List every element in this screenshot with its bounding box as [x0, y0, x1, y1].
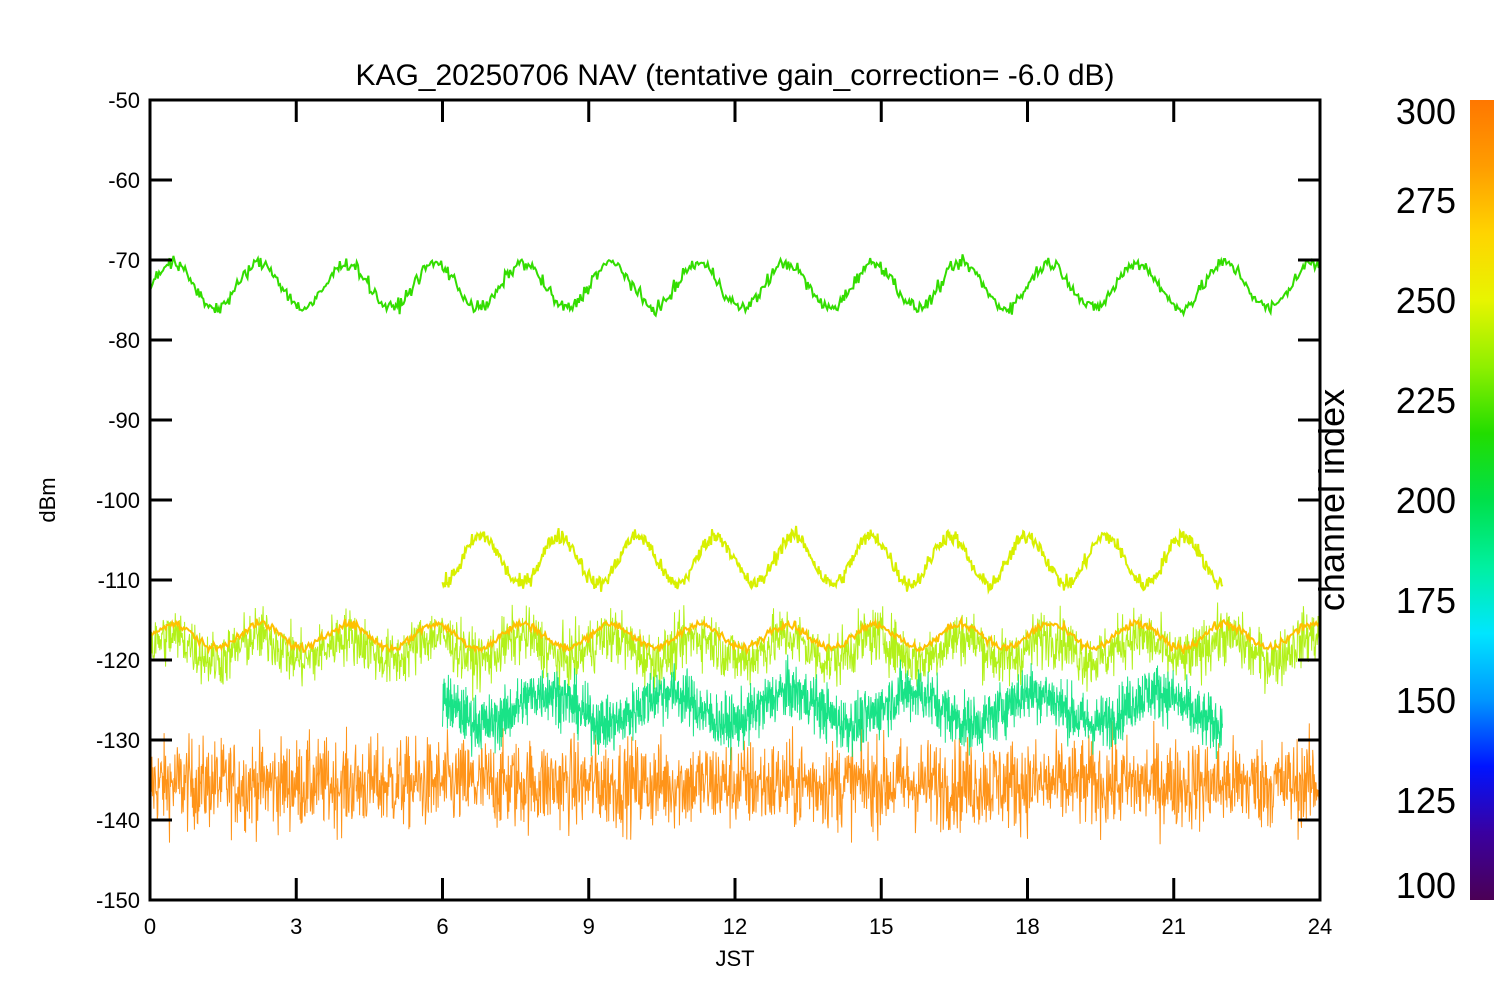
y-tick-label: -60	[108, 168, 140, 193]
y-tick-label: -110	[98, 568, 140, 593]
x-tick-label: 3	[290, 914, 302, 939]
y-tick-label: -90	[108, 408, 140, 433]
colorbar-tick-label: 300	[1396, 91, 1456, 132]
colorbar-tick-label: 125	[1396, 780, 1456, 821]
y-axis-label: dBm	[35, 477, 60, 522]
y-axis: -50 -60 -70 -80 -90 -100 -110 -120 -130 -140 -150	[96, 88, 1320, 913]
series-line	[150, 718, 1320, 845]
x-axis: 0 3 6 9 12 15 18 21 24	[144, 100, 1332, 939]
y-tick-label: -80	[108, 328, 140, 353]
x-tick-label: 21	[1162, 914, 1186, 939]
colorbar-tick-label: 100	[1396, 865, 1456, 906]
y-tick-label: -150	[96, 888, 140, 913]
series-line	[150, 615, 1320, 656]
colorbar-tick-label: 150	[1396, 680, 1456, 721]
colorbar-tick-label: 250	[1396, 280, 1456, 321]
y-tick-label: -140	[96, 808, 140, 833]
colorbar-label: channel index	[1311, 389, 1352, 611]
x-axis-label: JST	[715, 946, 754, 971]
x-tick-label: 12	[723, 914, 747, 939]
x-tick-label: 0	[144, 914, 156, 939]
colorbar	[1470, 100, 1494, 900]
x-tick-label: 24	[1308, 914, 1332, 939]
colorbar-tick-label: 275	[1396, 180, 1456, 221]
chart-title: KAG_20250706 NAV (tentative gain_correct…	[355, 59, 1114, 92]
colorbar-tick-label: 225	[1396, 380, 1456, 421]
x-tick-label: 6	[436, 914, 448, 939]
colorbar-tick-label: 200	[1396, 480, 1456, 521]
y-tick-label: -120	[96, 648, 140, 673]
x-tick-label: 15	[869, 914, 893, 939]
x-tick-label: 18	[1015, 914, 1039, 939]
series-line	[150, 602, 1320, 701]
colorbar-tick-label: 175	[1396, 580, 1456, 621]
series-line	[442, 654, 1223, 761]
colorbar-axis: 300 275 250 225 200 175 150 125 100	[1396, 91, 1456, 906]
y-tick-label: -70	[108, 248, 140, 273]
y-tick-label: -50	[108, 88, 140, 113]
y-tick-label: -100	[96, 488, 140, 513]
x-tick-label: 9	[583, 914, 595, 939]
series-line	[150, 254, 1320, 318]
series-layer	[150, 254, 1320, 845]
series-line	[441, 525, 1224, 595]
y-tick-label: -130	[96, 728, 140, 753]
